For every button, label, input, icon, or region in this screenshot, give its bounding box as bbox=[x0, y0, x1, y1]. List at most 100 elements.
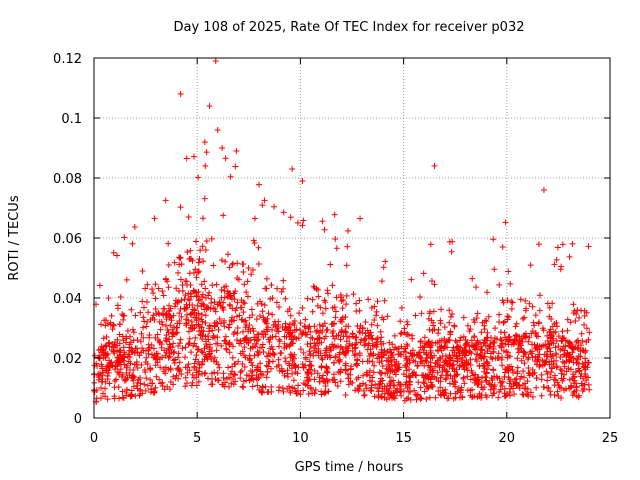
data-point bbox=[321, 226, 328, 233]
data-point bbox=[332, 308, 339, 315]
data-point bbox=[238, 316, 245, 323]
data-point bbox=[268, 343, 275, 350]
data-point bbox=[361, 336, 368, 343]
data-point bbox=[362, 341, 369, 348]
data-point bbox=[366, 367, 373, 374]
data-point bbox=[460, 363, 467, 370]
data-point bbox=[275, 328, 282, 335]
data-point bbox=[356, 329, 363, 336]
data-point bbox=[573, 359, 580, 366]
data-point bbox=[127, 333, 134, 340]
data-point bbox=[521, 314, 528, 321]
data-point bbox=[383, 386, 390, 393]
data-point bbox=[544, 300, 551, 307]
data-point bbox=[512, 332, 519, 339]
data-point bbox=[183, 380, 190, 387]
data-point bbox=[478, 347, 485, 354]
data-point bbox=[383, 357, 390, 364]
data-point bbox=[218, 286, 225, 293]
data-point bbox=[237, 375, 244, 382]
data-point bbox=[513, 320, 520, 327]
data-point bbox=[431, 326, 438, 333]
data-point bbox=[450, 361, 457, 368]
data-point bbox=[175, 343, 182, 350]
data-point bbox=[490, 367, 497, 374]
data-point bbox=[245, 265, 252, 272]
data-point bbox=[434, 359, 441, 366]
data-point bbox=[233, 148, 240, 154]
data-point bbox=[360, 387, 367, 394]
data-point bbox=[155, 310, 162, 317]
data-point bbox=[561, 334, 568, 341]
data-point bbox=[226, 374, 233, 381]
data-point bbox=[287, 330, 294, 337]
data-point bbox=[501, 385, 508, 392]
data-point bbox=[306, 348, 313, 355]
data-point bbox=[496, 281, 503, 288]
data-point bbox=[114, 305, 121, 312]
data-point bbox=[390, 346, 397, 353]
data-point bbox=[478, 379, 485, 386]
data-point bbox=[527, 348, 534, 355]
data-point bbox=[322, 389, 329, 396]
data-point bbox=[342, 313, 349, 320]
data-point bbox=[382, 258, 389, 265]
data-point bbox=[177, 204, 184, 211]
data-point bbox=[152, 295, 159, 302]
data-point bbox=[578, 330, 585, 337]
data-point bbox=[526, 370, 533, 377]
data-point bbox=[567, 366, 574, 373]
data-point bbox=[264, 353, 271, 360]
data-point bbox=[261, 316, 268, 323]
data-point bbox=[184, 248, 191, 255]
data-point bbox=[558, 395, 565, 402]
data-point bbox=[423, 358, 430, 365]
data-point bbox=[452, 379, 459, 386]
data-point bbox=[457, 334, 464, 341]
data-point bbox=[177, 91, 184, 97]
data-point bbox=[269, 311, 276, 318]
data-point bbox=[516, 385, 523, 392]
data-point bbox=[263, 320, 270, 327]
data-point bbox=[563, 368, 570, 375]
data-point bbox=[208, 300, 215, 307]
data-point bbox=[474, 377, 481, 384]
data-point bbox=[213, 359, 220, 366]
data-point bbox=[464, 387, 471, 394]
data-point bbox=[113, 359, 120, 366]
data-point bbox=[408, 276, 415, 283]
data-point bbox=[280, 285, 287, 292]
data-point bbox=[548, 333, 555, 340]
data-point bbox=[138, 330, 145, 337]
data-point bbox=[244, 278, 251, 285]
data-point bbox=[502, 366, 509, 373]
data-point bbox=[240, 328, 247, 335]
data-point bbox=[438, 337, 445, 344]
data-point bbox=[267, 295, 274, 302]
data-point bbox=[551, 391, 558, 398]
data-point bbox=[255, 350, 262, 357]
data-point bbox=[431, 281, 438, 288]
data-point bbox=[187, 255, 194, 262]
data-point bbox=[202, 247, 209, 254]
data-point bbox=[219, 145, 226, 152]
data-point bbox=[147, 376, 154, 383]
data-point bbox=[438, 306, 445, 313]
y-axis-label: ROTI / TECUs bbox=[7, 195, 22, 280]
data-point bbox=[352, 387, 359, 394]
data-point bbox=[464, 366, 471, 373]
data-point bbox=[433, 375, 440, 382]
data-point bbox=[557, 366, 564, 373]
data-point bbox=[518, 373, 525, 380]
data-point bbox=[403, 381, 410, 388]
data-point bbox=[418, 356, 425, 363]
data-point bbox=[414, 391, 421, 398]
data-point bbox=[152, 362, 159, 369]
data-point bbox=[111, 378, 118, 385]
data-point bbox=[195, 321, 202, 328]
data-point bbox=[551, 382, 558, 389]
data-point bbox=[182, 383, 189, 390]
data-point bbox=[498, 344, 505, 351]
data-point bbox=[106, 380, 113, 387]
data-point bbox=[565, 365, 572, 372]
